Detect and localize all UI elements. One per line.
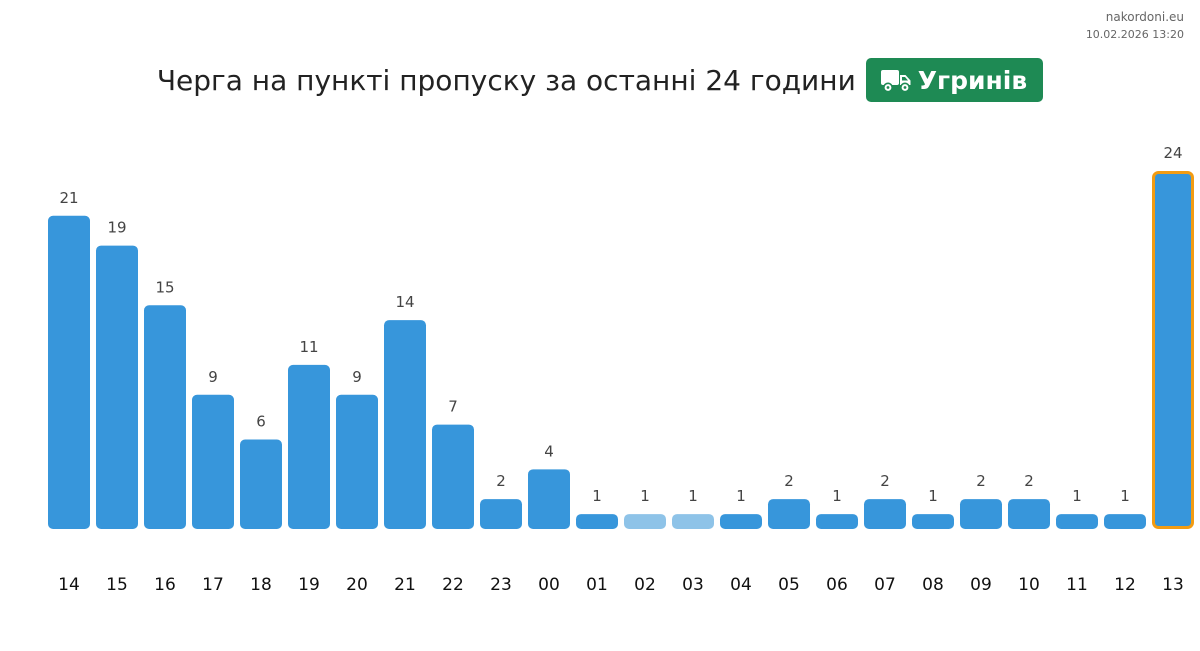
bar-16 — [144, 305, 186, 529]
x-tick-13: 13 — [1162, 575, 1184, 595]
x-tick-16: 16 — [154, 575, 176, 595]
data-label-01: 1 — [592, 487, 602, 505]
x-tick-18: 18 — [250, 575, 272, 595]
x-tick-19: 19 — [298, 575, 320, 595]
x-tick-05: 05 — [778, 575, 800, 595]
data-label-09: 2 — [976, 472, 986, 490]
data-label-23: 2 — [496, 472, 506, 490]
bar-14 — [48, 215, 90, 529]
x-tick-10: 10 — [1018, 575, 1040, 595]
bar-07 — [864, 499, 906, 529]
bar-09 — [960, 499, 1002, 529]
bar-17 — [192, 394, 234, 529]
x-tick-04: 04 — [730, 575, 752, 595]
bar-12 — [1104, 514, 1146, 529]
data-label-08: 1 — [928, 487, 938, 505]
page-title: Черга на пункті пропуску за останні 24 г… — [156, 63, 856, 97]
data-label-04: 1 — [736, 487, 746, 505]
data-label-18: 6 — [256, 413, 266, 431]
x-tick-17: 17 — [202, 575, 224, 595]
bar-20 — [336, 394, 378, 529]
x-tick-02: 02 — [634, 575, 656, 595]
source-block: nakordoni.eu 10.02.2026 13:20 — [1086, 9, 1184, 43]
data-label-06: 1 — [832, 487, 842, 505]
x-tick-08: 08 — [922, 575, 944, 595]
data-label-12: 1 — [1120, 487, 1130, 505]
bar-10 — [1008, 499, 1050, 529]
x-tick-15: 15 — [106, 575, 128, 595]
bar-19 — [288, 364, 330, 529]
bar-06 — [816, 514, 858, 529]
bar-08 — [912, 514, 954, 529]
x-tick-22: 22 — [442, 575, 464, 595]
bar-00 — [528, 469, 570, 529]
bar-23 — [480, 499, 522, 529]
bar-21 — [384, 320, 426, 529]
data-label-00: 4 — [544, 442, 554, 460]
data-label-16: 15 — [155, 278, 174, 296]
x-tick-03: 03 — [682, 575, 704, 595]
x-tick-21: 21 — [394, 575, 416, 595]
source-site: nakordoni.eu — [1105, 10, 1184, 24]
data-label-19: 11 — [299, 338, 318, 356]
bar-03 — [672, 514, 714, 529]
truck-icon — [880, 67, 912, 93]
data-label-14: 21 — [59, 189, 78, 207]
checkpoint-badge: Угринів — [865, 58, 1044, 102]
bar-02 — [624, 514, 666, 529]
data-label-21: 14 — [395, 293, 414, 311]
badge-label: Угринів — [917, 65, 1028, 95]
data-label-03: 1 — [688, 487, 698, 505]
data-label-20: 9 — [352, 368, 362, 386]
data-label-22: 7 — [448, 398, 458, 416]
x-tick-12: 12 — [1114, 575, 1136, 595]
bar-04 — [720, 514, 762, 529]
data-label-10: 2 — [1024, 472, 1034, 490]
data-label-02: 1 — [640, 487, 650, 505]
data-label-13: 24 — [1163, 144, 1182, 162]
x-tick-14: 14 — [58, 575, 80, 595]
x-tick-06: 06 — [826, 575, 848, 595]
data-label-05: 2 — [784, 472, 794, 490]
x-tick-09: 09 — [970, 575, 992, 595]
source-timestamp: 10.02.2026 13:20 — [1085, 28, 1184, 41]
bar-05 — [768, 499, 810, 529]
x-tick-07: 07 — [874, 575, 896, 595]
bar-18 — [240, 439, 282, 529]
x-tick-20: 20 — [346, 575, 368, 595]
data-label-17: 9 — [208, 368, 218, 386]
bar-22 — [432, 424, 474, 529]
x-tick-00: 00 — [538, 575, 560, 595]
header: Черга на пункті пропуску за останні 24 г… — [0, 58, 1200, 102]
x-tick-01: 01 — [586, 575, 608, 595]
x-tick-23: 23 — [490, 575, 512, 595]
x-tick-11: 11 — [1066, 575, 1088, 595]
bar-11 — [1056, 514, 1098, 529]
bar-01 — [576, 514, 618, 529]
data-label-07: 2 — [880, 472, 890, 490]
data-label-11: 1 — [1072, 487, 1082, 505]
bar-15 — [96, 245, 138, 530]
data-label-15: 19 — [107, 219, 126, 237]
bar-13 — [1152, 171, 1194, 529]
